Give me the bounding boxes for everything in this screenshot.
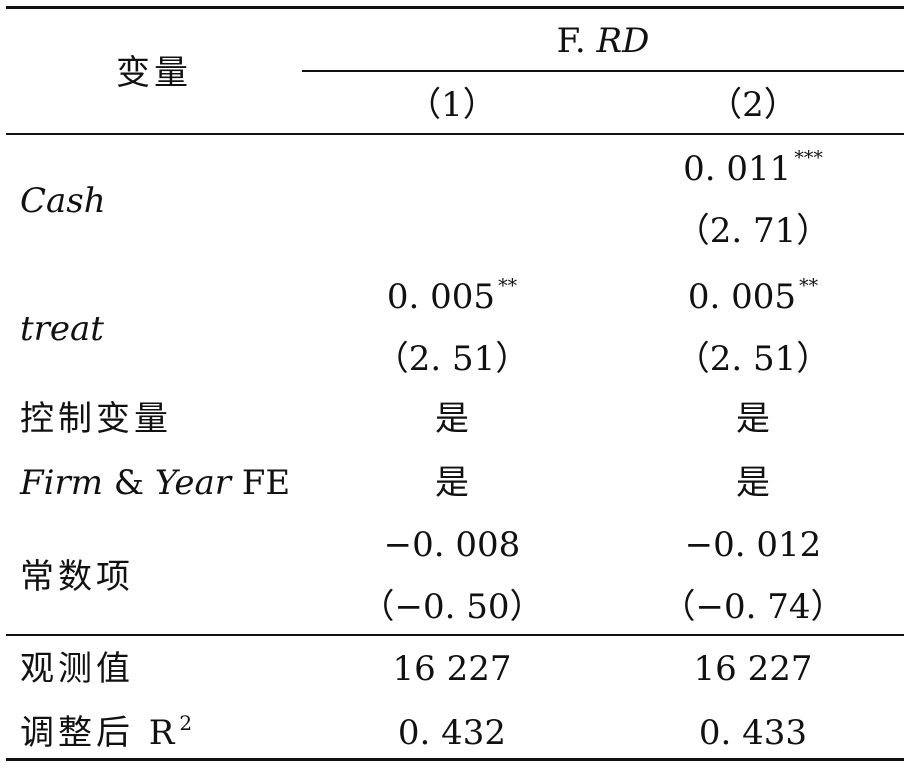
row-obs-col1: 16 227 <box>392 649 512 689</box>
stats-separator-rule <box>6 634 904 636</box>
row-r2-col2: 0. 433 <box>698 713 808 753</box>
header-bottom-rule <box>6 133 904 135</box>
row-cash-col2-coef: 0. 011 *** <box>602 149 904 189</box>
row-treat-col1-coef-value: 0. 005 <box>386 277 496 317</box>
header-group-italic: RD <box>596 21 650 61</box>
row-treat-col2-t: （2. 51） <box>675 339 831 379</box>
row-controls-label: 控制变量 <box>20 399 172 439</box>
row-constant-col2-coef: −0. 012 <box>684 525 822 565</box>
header-group-prefix: F. <box>556 21 597 61</box>
row-fe-amp: & <box>102 463 155 503</box>
row-treat-col1-stars: ** <box>498 275 518 297</box>
row-obs-col2: 16 227 <box>693 649 813 689</box>
group-header-rule <box>302 70 904 72</box>
row-cash-col2-coef-value: 0. 011 <box>683 149 792 189</box>
header-variable-label: 变量 <box>116 53 192 93</box>
row-r2-col1: 0. 432 <box>397 713 507 753</box>
bottom-rule <box>6 758 904 761</box>
row-constant-col2-t: （−0. 74） <box>661 587 845 627</box>
row-fe-label: Firm & Year FE <box>20 466 290 500</box>
row-fe-firm: Firm <box>20 463 103 503</box>
top-rule <box>6 6 904 9</box>
header-col1: （1） <box>407 85 497 125</box>
row-fe-col2: 是 <box>736 463 770 503</box>
header-col2: （2） <box>708 85 798 125</box>
row-r2-label-sup: 2 <box>179 711 193 735</box>
row-cash-col2-stars: *** <box>794 147 823 169</box>
row-cash-col2-t: （2. 71） <box>675 211 831 251</box>
row-obs-label: 观测值 <box>20 649 134 689</box>
row-controls-col1: 是 <box>435 399 469 439</box>
row-treat-col2-coef-value: 0. 005 <box>687 277 797 317</box>
header-group-label: F. RD <box>302 24 904 58</box>
row-fe-year: Year <box>154 463 231 503</box>
row-controls-col2: 是 <box>736 399 770 439</box>
row-treat-col2-stars: ** <box>799 275 819 297</box>
row-constant-col1-coef: −0. 008 <box>383 525 521 565</box>
row-treat-col2-coef: 0. 005 ** <box>602 277 904 317</box>
row-fe-suffix: FE <box>231 463 291 503</box>
row-treat-label: treat <box>20 309 104 349</box>
row-treat-col1-t: （2. 51） <box>374 339 530 379</box>
row-cash-label: Cash <box>20 181 106 221</box>
row-r2-label-text: 调整后 R <box>20 713 179 753</box>
regression-table: 变量 F. RD （1） （2） Cash 0. 011 *** （2. 71） … <box>6 6 904 762</box>
row-treat-col1-coef: 0. 005 ** <box>302 277 602 317</box>
row-fe-col1: 是 <box>435 463 469 503</box>
row-r2-label: 调整后 R2 <box>20 713 192 753</box>
row-constant-label: 常数项 <box>20 557 134 597</box>
row-constant-col1-t: （−0. 50） <box>360 587 544 627</box>
